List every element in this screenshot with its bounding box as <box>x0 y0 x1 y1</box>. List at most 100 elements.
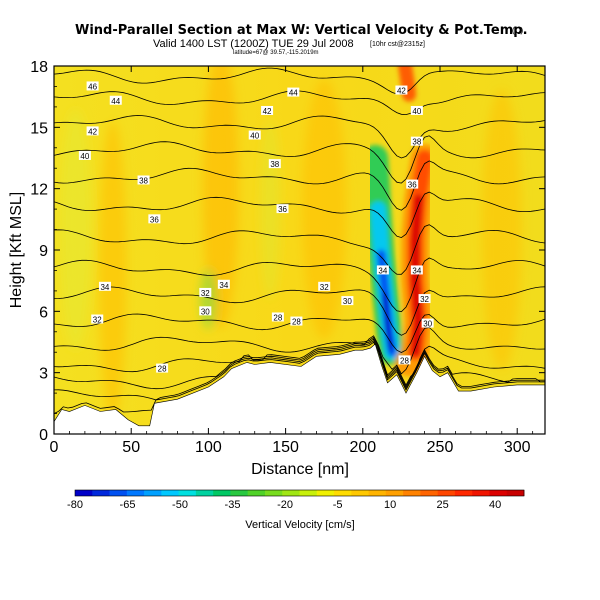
colorbar-tick-label: 10 <box>384 499 396 511</box>
contour-label-text: 42 <box>397 87 406 96</box>
contour-label-box <box>276 204 289 214</box>
colorbar-swatch <box>282 490 300 496</box>
colorbar-swatch <box>178 490 197 496</box>
y-tick-label: 3 <box>39 366 48 383</box>
contour-label: 34 <box>376 265 389 275</box>
downdraft-core-inner <box>381 292 394 351</box>
x-axis-label: Distance [nm] <box>251 461 349 478</box>
isentropes <box>54 67 545 414</box>
contour-label-box <box>217 279 230 289</box>
contour-label: 32 <box>199 287 212 298</box>
colorbar-swatch <box>144 490 162 496</box>
contour-label: 36 <box>276 204 289 214</box>
contour-label-box <box>199 306 212 316</box>
colorbar-tick-label: -80 <box>67 499 83 511</box>
contour-label-text: 42 <box>88 127 97 136</box>
contour-label-box <box>341 296 354 306</box>
contour-label-box <box>376 265 389 275</box>
chart-subtitle-small: latitude=67@ 39.57,-115.2019m <box>233 50 319 56</box>
contour-label-box <box>421 318 434 328</box>
contour-label-text: 28 <box>400 356 409 365</box>
contour-label-box <box>398 355 411 365</box>
colorbar: -80 -65 -50 -35 -20 -5 10 25 40 <box>67 489 525 511</box>
contour-label: 28 <box>398 355 411 365</box>
colorbar-swatch <box>420 490 439 496</box>
contour-label-text: 34 <box>412 266 421 275</box>
contour-label-text: 38 <box>412 138 421 147</box>
contour-label: 36 <box>406 179 419 190</box>
contour-label-text: 28 <box>273 313 282 322</box>
y-axis-label: Height [Kft MSL] <box>8 192 25 309</box>
chart-subtitle-extra: [10hr cst@2315z] <box>370 41 425 48</box>
colorbar-swatch <box>299 490 318 496</box>
contour-label: 40 <box>78 150 91 161</box>
contour-label-box <box>261 105 274 115</box>
contour-label: 34 <box>217 279 230 290</box>
contour-label: 28 <box>156 363 169 374</box>
chart-subtitle: Valid 1400 LST (1200Z) TUE 29 Jul 2008 <box>153 38 354 50</box>
x-tick-label: 200 <box>349 439 376 456</box>
contour-label-box <box>287 87 300 97</box>
y-tick-label: 12 <box>30 182 48 199</box>
contour-label: 38 <box>137 175 150 185</box>
contour-label: 38 <box>410 136 423 147</box>
contour-label-text: 30 <box>201 307 210 316</box>
contour-label-box <box>410 136 423 146</box>
velocity-anomaly-2 <box>302 79 347 340</box>
colorbar-swatch <box>75 490 93 496</box>
colorbar-swatch <box>126 490 145 496</box>
colorbar-tick-label: -20 <box>277 499 293 511</box>
contour-label-box <box>271 312 284 322</box>
colorbar-tick-label: -35 <box>225 499 241 511</box>
isentrope-3 <box>54 336 545 386</box>
x-tick-label: 50 <box>122 439 140 456</box>
contour-label: 38 <box>268 159 281 169</box>
isentrope-10 <box>54 160 545 211</box>
colorbar-swatch <box>454 490 473 496</box>
y-tick-label: 0 <box>39 427 48 444</box>
colorbar-swatch <box>437 490 456 496</box>
isentrope-0 <box>54 341 545 414</box>
contour-label-box <box>91 314 104 324</box>
contour-label-text: 36 <box>278 205 287 214</box>
colorbar-swatch <box>368 490 387 496</box>
terrain-mask <box>54 343 545 434</box>
contour-label: 40 <box>248 130 261 141</box>
colorbar-swatch <box>264 490 283 496</box>
contour-label: 30 <box>421 318 434 329</box>
colorbar-tick-label: -5 <box>333 499 343 511</box>
colorbar-swatch <box>334 490 352 496</box>
contour-label: 44 <box>109 95 122 106</box>
contour-label-text: 38 <box>270 160 279 169</box>
contour-label-text: 40 <box>412 107 421 116</box>
contour-label: 32 <box>418 294 431 304</box>
plot-area: 46 44 44 42 42 42 40 40 40 38 38 38 36 36 36 34 34 34 34 32… <box>54 66 545 434</box>
colorbar-swatch <box>403 490 421 496</box>
colorbar-label: Vertical Velocity [cm/s] <box>245 519 354 531</box>
contour-label: 42 <box>261 105 274 116</box>
velocity-anomaly-3 <box>481 89 522 370</box>
contour-label-text: 28 <box>158 365 167 374</box>
colorbar-swatch <box>385 490 404 496</box>
colorbar-tick-label: 25 <box>436 499 448 511</box>
y-tick-label: 15 <box>30 120 48 137</box>
contour-label-text: 42 <box>263 107 272 116</box>
contour-label-box <box>410 265 423 275</box>
velocity-anomaly-4 <box>59 109 92 350</box>
colorbar-swatch <box>109 490 128 496</box>
contour-label-text: 34 <box>378 266 387 275</box>
contour-label-text: 32 <box>320 283 329 292</box>
contour-label: 40 <box>410 105 423 116</box>
contour-label-text: 34 <box>219 281 228 290</box>
contour-label-text: 44 <box>289 89 298 98</box>
contour-label-box <box>156 363 169 373</box>
contour-labels: 46 44 44 42 42 42 40 40 40 38 38 38 36 36 36 34 34 34 34 32… <box>78 81 434 374</box>
colorbar-frame <box>74 489 525 497</box>
contour-label-box <box>137 175 150 185</box>
contour-label: 34 <box>98 281 111 292</box>
contour-label-box <box>98 281 111 291</box>
chart-title: Wind-Parallel Section at Max W: Vertical… <box>75 23 528 38</box>
y-tick-label: 6 <box>39 304 48 321</box>
contour-label-box <box>78 150 91 160</box>
